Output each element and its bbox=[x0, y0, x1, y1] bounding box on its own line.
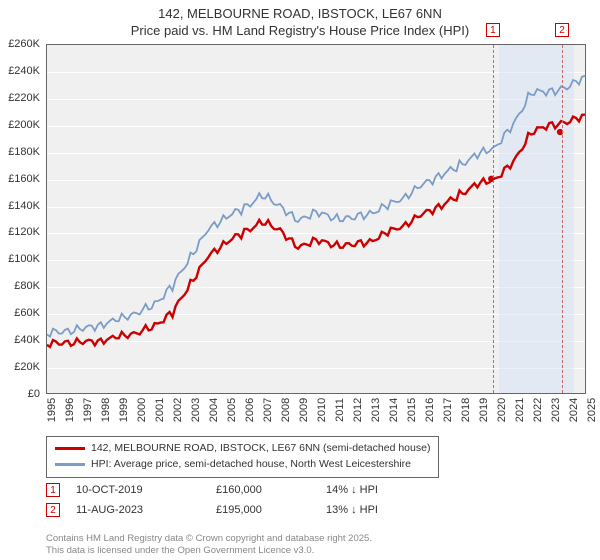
y-tick-label: £100K bbox=[8, 253, 40, 265]
x-tick-label: 2010 bbox=[316, 398, 328, 422]
x-tick-label: 2012 bbox=[352, 398, 364, 422]
sale-marker-label: 1 bbox=[486, 23, 500, 37]
chart-area: 12 bbox=[46, 44, 586, 394]
sale-price: £160,000 bbox=[216, 484, 326, 496]
y-tick-label: £160K bbox=[8, 173, 40, 185]
x-tick-label: 2013 bbox=[370, 398, 382, 422]
x-tick-label: 2023 bbox=[550, 398, 562, 422]
title-line-2: Price paid vs. HM Land Registry's House … bbox=[0, 23, 600, 40]
x-axis: 1995 1996 1997 1998 1999 2000 2001 2002 2003 2004… bbox=[46, 396, 586, 432]
y-tick-label: £120K bbox=[8, 226, 40, 238]
x-tick-label: 1999 bbox=[118, 398, 130, 422]
y-tick-label: £20K bbox=[14, 361, 40, 373]
x-tick-label: 2024 bbox=[568, 398, 580, 422]
sale-row: 1 10-OCT-2019£160,00014% ↓ HPI bbox=[46, 480, 436, 500]
x-tick-label: 2001 bbox=[154, 398, 166, 422]
sale-delta: 14% ↓ HPI bbox=[326, 484, 436, 496]
sale-date: 10-OCT-2019 bbox=[76, 484, 216, 496]
x-tick-label: 2021 bbox=[514, 398, 526, 422]
sale-marker-vline bbox=[493, 45, 494, 393]
x-tick-label: 2011 bbox=[334, 398, 346, 422]
legend-text: 142, MELBOURNE ROAD, IBSTOCK, LE67 6NN (… bbox=[91, 441, 430, 457]
legend: 142, MELBOURNE ROAD, IBSTOCK, LE67 6NN (… bbox=[46, 436, 439, 478]
legend-swatch bbox=[55, 447, 85, 450]
legend-item: HPI: Average price, semi-detached house,… bbox=[55, 457, 430, 473]
x-tick-label: 2017 bbox=[442, 398, 454, 422]
sale-row-marker: 2 bbox=[46, 503, 60, 517]
y-tick-label: £140K bbox=[8, 200, 40, 212]
x-tick-label: 2014 bbox=[388, 398, 400, 422]
y-tick-label: £0 bbox=[28, 388, 40, 400]
sale-price: £195,000 bbox=[216, 504, 326, 516]
x-tick-label: 2005 bbox=[226, 398, 238, 422]
x-tick-label: 2020 bbox=[496, 398, 508, 422]
attribution-line-2: This data is licensed under the Open Gov… bbox=[46, 545, 372, 556]
x-tick-label: 2004 bbox=[208, 398, 220, 422]
sale-row-marker: 1 bbox=[46, 483, 60, 497]
x-tick-label: 2003 bbox=[190, 398, 202, 422]
sale-date: 11-AUG-2023 bbox=[76, 504, 216, 516]
sale-marker-label: 2 bbox=[555, 23, 569, 37]
y-tick-label: £180K bbox=[8, 146, 40, 158]
y-tick-label: £220K bbox=[8, 92, 40, 104]
x-tick-label: 2008 bbox=[280, 398, 292, 422]
legend-text: HPI: Average price, semi-detached house,… bbox=[91, 457, 411, 473]
y-axis: £0£20K£40K£60K£80K£100K£120K£140K£160K£1… bbox=[0, 44, 44, 394]
x-tick-label: 2009 bbox=[298, 398, 310, 422]
y-tick-label: £260K bbox=[8, 38, 40, 50]
title-line-1: 142, MELBOURNE ROAD, IBSTOCK, LE67 6NN bbox=[0, 6, 600, 23]
series-hpi bbox=[47, 76, 585, 337]
x-tick-label: 2015 bbox=[406, 398, 418, 422]
legend-swatch bbox=[55, 463, 85, 466]
y-tick-label: £60K bbox=[14, 307, 40, 319]
sale-delta: 13% ↓ HPI bbox=[326, 504, 436, 516]
x-tick-label: 1996 bbox=[64, 398, 76, 422]
y-tick-label: £80K bbox=[14, 280, 40, 292]
attribution: Contains HM Land Registry data © Crown c… bbox=[46, 533, 372, 556]
legend-item: 142, MELBOURNE ROAD, IBSTOCK, LE67 6NN (… bbox=[55, 441, 430, 457]
series-price_paid bbox=[47, 115, 585, 347]
sale-row: 2 11-AUG-2023£195,00013% ↓ HPI bbox=[46, 500, 436, 520]
x-tick-label: 2025 bbox=[586, 398, 598, 422]
attribution-line-1: Contains HM Land Registry data © Crown c… bbox=[46, 533, 372, 544]
x-tick-label: 1998 bbox=[100, 398, 112, 422]
x-tick-label: 2022 bbox=[532, 398, 544, 422]
plot-svg bbox=[47, 45, 585, 393]
x-tick-label: 2006 bbox=[244, 398, 256, 422]
x-tick-label: 2018 bbox=[460, 398, 472, 422]
y-tick-label: £200K bbox=[8, 119, 40, 131]
x-tick-label: 2002 bbox=[172, 398, 184, 422]
sale-marker-vline bbox=[562, 45, 563, 393]
x-tick-label: 1997 bbox=[82, 398, 94, 422]
sales-table: 1 10-OCT-2019£160,00014% ↓ HPI 2 11-AUG-202… bbox=[46, 480, 436, 520]
chart-title: 142, MELBOURNE ROAD, IBSTOCK, LE67 6NN P… bbox=[0, 0, 600, 40]
x-tick-label: 1995 bbox=[46, 398, 58, 422]
x-tick-label: 2007 bbox=[262, 398, 274, 422]
y-tick-label: £240K bbox=[8, 65, 40, 77]
x-tick-label: 2016 bbox=[424, 398, 436, 422]
y-tick-label: £40K bbox=[14, 334, 40, 346]
x-tick-label: 2019 bbox=[478, 398, 490, 422]
x-tick-label: 2000 bbox=[136, 398, 148, 422]
